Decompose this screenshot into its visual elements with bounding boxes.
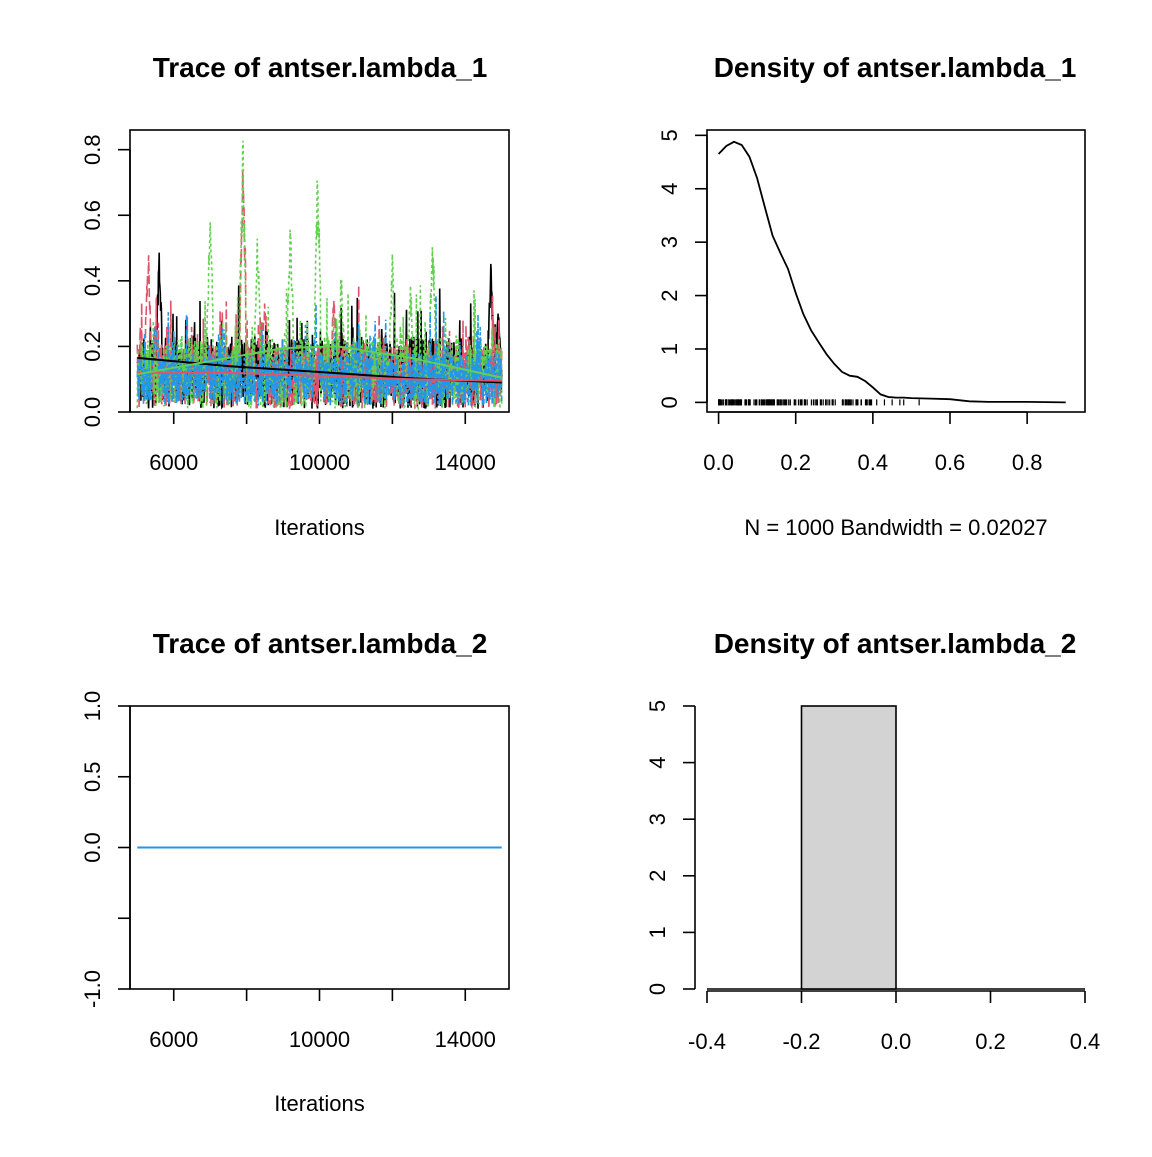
- x-tick-label: 14000: [435, 1027, 496, 1052]
- x-tick-label: 0.0: [703, 450, 734, 475]
- x-tick-label: 10000: [289, 450, 350, 475]
- smooth-line-2: [137, 371, 502, 382]
- y-tick-label: 0.4: [80, 266, 105, 297]
- x-axis-label: Iterations: [274, 515, 365, 540]
- smooth-line-3: [137, 345, 502, 379]
- y-tick-label: -1.0: [80, 970, 105, 1008]
- chart-title: Density of antser.lambda_1: [714, 52, 1077, 83]
- y-tick-label: 2: [645, 870, 670, 882]
- x-tick-label: 0.0: [881, 1029, 912, 1054]
- x-axis-label: Iterations: [274, 1091, 365, 1116]
- y-tick-label: 0.0: [80, 832, 105, 863]
- x-tick-label: 0.4: [858, 450, 889, 475]
- x-tick-label: 0.2: [780, 450, 811, 475]
- y-tick-label: 0.2: [80, 331, 105, 362]
- x-tick-label: -0.2: [783, 1029, 821, 1054]
- y-tick-label: 0: [657, 396, 682, 408]
- y-tick-label: 0.6: [80, 200, 105, 231]
- x-tick-label: 0.8: [1012, 450, 1043, 475]
- y-tick-label: 0.0: [80, 397, 105, 428]
- trace-series-4: [136, 295, 503, 407]
- x-tick-label: 0.4: [1070, 1029, 1101, 1054]
- chart-title: Density of antser.lambda_2: [714, 628, 1077, 659]
- x-tick-label: 10000: [289, 1027, 350, 1052]
- x-tick-label: 6000: [149, 1027, 198, 1052]
- y-tick-label: 0.8: [80, 134, 105, 165]
- y-tick-label: 3: [645, 813, 670, 825]
- x-tick-label: 6000: [149, 450, 198, 475]
- density-curve: [717, 140, 1066, 404]
- y-tick-label: 5: [645, 700, 670, 712]
- y-tick-label: 4: [657, 183, 682, 195]
- x-tick-label: 0.2: [975, 1029, 1006, 1054]
- chart-title: Trace of antser.lambda_1: [153, 52, 488, 83]
- plot-frame: [706, 129, 1086, 413]
- y-tick-label: 1: [657, 343, 682, 355]
- y-tick-label: 0.5: [80, 761, 105, 792]
- x-tick-label: -0.4: [688, 1029, 726, 1054]
- y-tick-label: 1.0: [80, 691, 105, 722]
- y-tick-label: 1: [645, 926, 670, 938]
- y-tick-label: 5: [657, 129, 682, 141]
- x-axis-label: N = 1000 Bandwidth = 0.02027: [744, 515, 1047, 540]
- y-tick-label: 0: [645, 983, 670, 995]
- chart-title: Trace of antser.lambda_2: [153, 628, 488, 659]
- histogram-bar: [800, 705, 897, 990]
- y-tick-label: 2: [657, 289, 682, 301]
- x-tick-label: 0.6: [935, 450, 966, 475]
- y-tick-label: 3: [657, 236, 682, 248]
- y-tick-label: 4: [645, 756, 670, 768]
- x-tick-label: 14000: [435, 450, 496, 475]
